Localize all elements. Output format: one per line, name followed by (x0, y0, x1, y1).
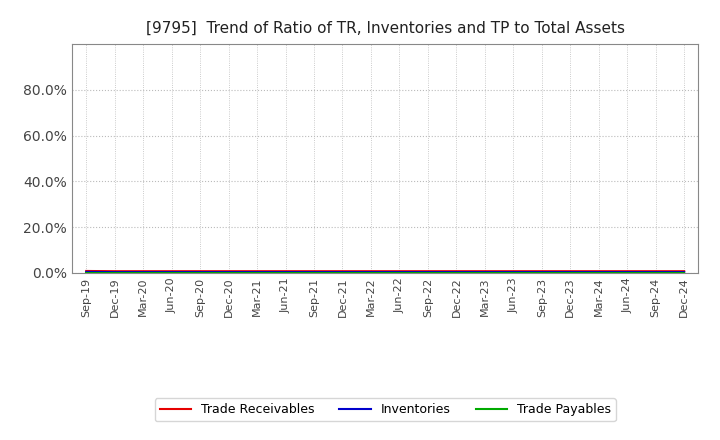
Trade Receivables (225, 268, 233, 274)
Title: [9795]  Trend of Ratio of TR, Inventories and TP to Total Assets: [9795] Trend of Ratio of TR, Inventories… (145, 21, 625, 36)
Trade Payables (310, 270, 318, 275)
Inventories (680, 269, 688, 275)
Trade Receivables (595, 268, 603, 274)
Trade Receivables (282, 268, 290, 274)
Trade Receivables (82, 268, 91, 274)
Trade Payables (196, 270, 204, 275)
Trade Receivables (680, 268, 688, 274)
Inventories (509, 269, 518, 275)
Inventories (480, 269, 489, 275)
Inventories (310, 269, 318, 275)
Trade Receivables (139, 268, 148, 274)
Trade Receivables (310, 268, 318, 274)
Trade Payables (566, 270, 575, 275)
Trade Receivables (480, 268, 489, 274)
Trade Receivables (110, 268, 119, 274)
Inventories (253, 269, 261, 275)
Inventories (282, 269, 290, 275)
Trade Payables (253, 270, 261, 275)
Trade Payables (338, 270, 347, 275)
Inventories (366, 269, 375, 275)
Trade Receivables (652, 268, 660, 274)
Trade Payables (423, 270, 432, 275)
Trade Receivables (167, 268, 176, 274)
Inventories (652, 269, 660, 275)
Trade Payables (595, 270, 603, 275)
Inventories (110, 269, 119, 275)
Trade Payables (537, 270, 546, 275)
Trade Receivables (196, 268, 204, 274)
Trade Receivables (253, 268, 261, 274)
Inventories (566, 269, 575, 275)
Trade Receivables (366, 268, 375, 274)
Trade Payables (395, 270, 404, 275)
Inventories (338, 269, 347, 275)
Inventories (395, 269, 404, 275)
Inventories (537, 269, 546, 275)
Inventories (167, 269, 176, 275)
Inventories (225, 269, 233, 275)
Trade Payables (225, 270, 233, 275)
Legend: Trade Receivables, Inventories, Trade Payables: Trade Receivables, Inventories, Trade Pa… (155, 398, 616, 421)
Trade Receivables (338, 268, 347, 274)
Trade Payables (167, 270, 176, 275)
Inventories (139, 269, 148, 275)
Trade Payables (509, 270, 518, 275)
Inventories (196, 269, 204, 275)
Trade Payables (110, 270, 119, 275)
Trade Receivables (537, 268, 546, 274)
Trade Receivables (509, 268, 518, 274)
Trade Payables (623, 270, 631, 275)
Inventories (623, 269, 631, 275)
Inventories (423, 269, 432, 275)
Trade Payables (366, 270, 375, 275)
Inventories (452, 269, 461, 275)
Trade Payables (139, 270, 148, 275)
Trade Payables (480, 270, 489, 275)
Trade Payables (652, 270, 660, 275)
Trade Payables (82, 270, 91, 275)
Trade Receivables (395, 268, 404, 274)
Trade Receivables (566, 268, 575, 274)
Trade Receivables (452, 268, 461, 274)
Trade Receivables (623, 268, 631, 274)
Inventories (82, 269, 91, 275)
Trade Payables (282, 270, 290, 275)
Trade Payables (452, 270, 461, 275)
Trade Receivables (423, 268, 432, 274)
Trade Payables (680, 270, 688, 275)
Inventories (595, 269, 603, 275)
